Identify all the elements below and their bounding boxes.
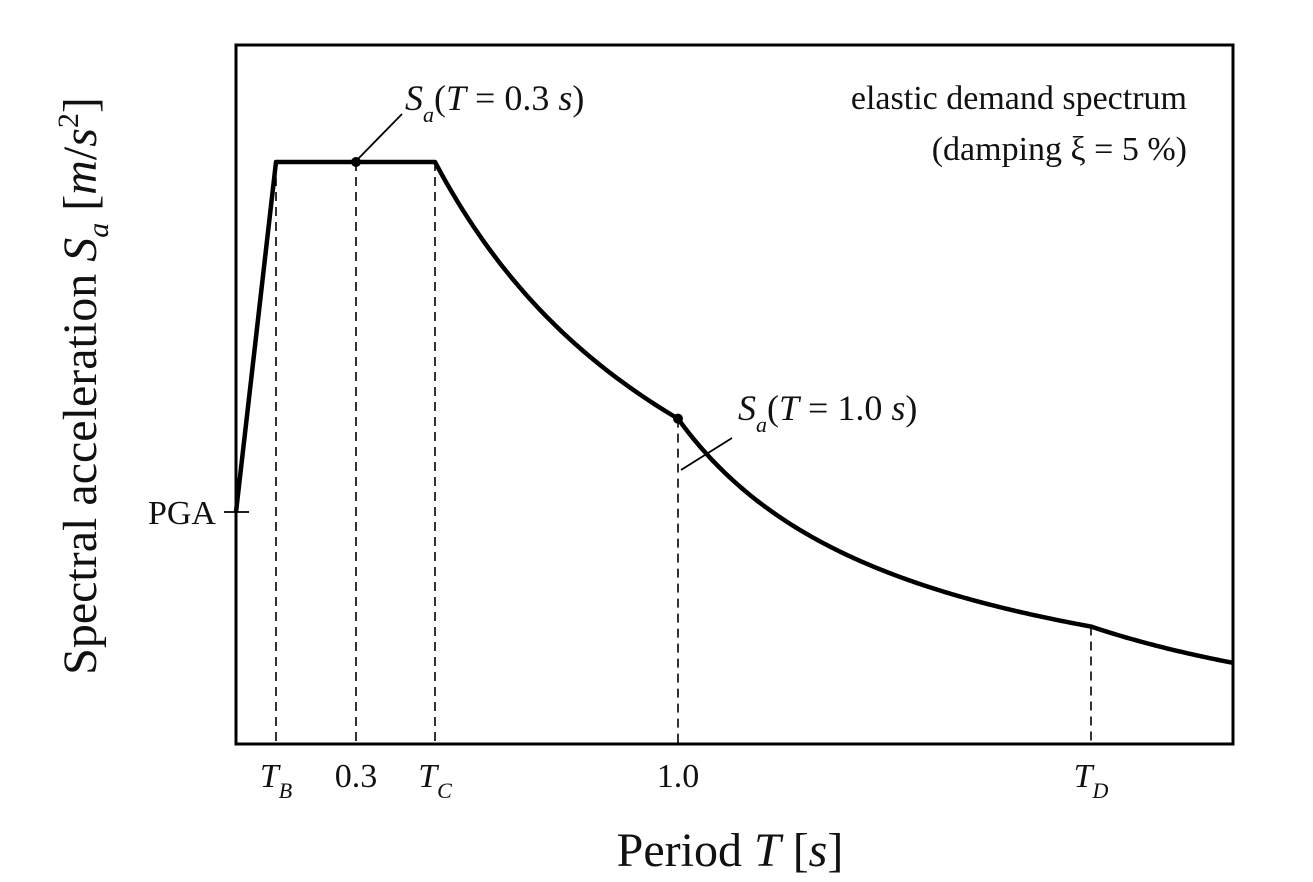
x-tick-labels: TB 0.3 TC 1.0 TD bbox=[260, 758, 1109, 803]
dashed-guides bbox=[275, 162, 1092, 744]
annotation-sa-1-0-var: T bbox=[779, 388, 802, 428]
y-axis-title: Spectral acceleration Sa [m/s2] bbox=[52, 97, 115, 675]
tick-label-tb-main: T bbox=[260, 758, 281, 795]
x-axis-title-symbol: T bbox=[754, 824, 784, 877]
x-axis-title-text: Period bbox=[617, 824, 742, 877]
annotation-sa-1-0-dot bbox=[673, 413, 683, 424]
tick-label-td-main: T bbox=[1074, 758, 1095, 795]
annotation-sa-0-3-paren-open: ( bbox=[434, 78, 446, 118]
y-axis-title-unit-m: m bbox=[54, 160, 107, 195]
tick-label-0-3-main: 0.3 bbox=[335, 758, 378, 795]
annotation-sa-0-3-symbol: S bbox=[405, 78, 423, 118]
tick-label-1-0: 1.0 bbox=[657, 758, 700, 795]
y-axis-title-exponent: 2 bbox=[52, 113, 85, 128]
annotations: Sa(T = 0.3 s)Sa(T = 1.0 s) bbox=[405, 78, 917, 437]
tick-label-tb: TB bbox=[260, 758, 292, 803]
spectrum-curve bbox=[233, 159, 1234, 666]
tick-label-0-3: 0.3 bbox=[335, 758, 378, 795]
tick-label-tc-sub: C bbox=[437, 778, 452, 803]
x-axis-title-unit: s bbox=[809, 824, 828, 877]
annotation-sa-1-0-sub: a bbox=[756, 412, 767, 437]
annotation-sa-0-3-paren-close: ) bbox=[572, 78, 584, 118]
annotation-sa-0-3-unit: s bbox=[558, 78, 572, 118]
tick-label-tb-sub: B bbox=[279, 778, 292, 803]
y-axis-title-text: Spectral acceleration bbox=[54, 274, 107, 675]
tick-label-1-0-main: 1.0 bbox=[657, 758, 700, 795]
tick-label-tc: TC bbox=[418, 758, 452, 803]
tick-label-td-sub: D bbox=[1092, 778, 1109, 803]
annotation-sa-1-0-label: Sa(T = 1.0 s) bbox=[738, 388, 917, 437]
annotation-sa-1-0-leader bbox=[680, 437, 733, 471]
note-line-2: (damping ξ = 5 %) bbox=[932, 131, 1187, 168]
annotation-sa-1-0-paren-open: ( bbox=[767, 388, 779, 428]
y-axis-title-subscript: a bbox=[82, 223, 115, 238]
annotation-sa-0-3-leader bbox=[356, 113, 403, 161]
annotation-sa-0-3-var: T bbox=[446, 78, 469, 118]
annotation-sa-0-3-eq: = 0.3 bbox=[466, 78, 558, 118]
tick-label-td: TD bbox=[1074, 758, 1109, 803]
annotation-sa-1-0-paren-close: ) bbox=[905, 388, 917, 428]
annotation-sa-0-3-label: Sa(T = 0.3 s) bbox=[405, 78, 584, 127]
y-axis-title-symbol: S bbox=[54, 238, 107, 262]
annotation-sa-1-0-symbol: S bbox=[738, 388, 756, 428]
annotation-sa-1-0-unit: s bbox=[891, 388, 905, 428]
note-line-1: elastic demand spectrum bbox=[851, 80, 1187, 117]
plot-frame bbox=[234, 43, 1235, 746]
annotation-marks bbox=[351, 113, 733, 471]
y-axis-title-unit-s: s bbox=[54, 128, 107, 147]
x-axis-title: Period T [s] bbox=[617, 824, 844, 877]
tick-label-tc-main: T bbox=[418, 758, 439, 795]
pga-label: PGA bbox=[148, 495, 216, 532]
annotation-sa-0-3-sub: a bbox=[423, 102, 434, 127]
annotation-sa-1-0-eq: = 1.0 bbox=[799, 388, 891, 428]
